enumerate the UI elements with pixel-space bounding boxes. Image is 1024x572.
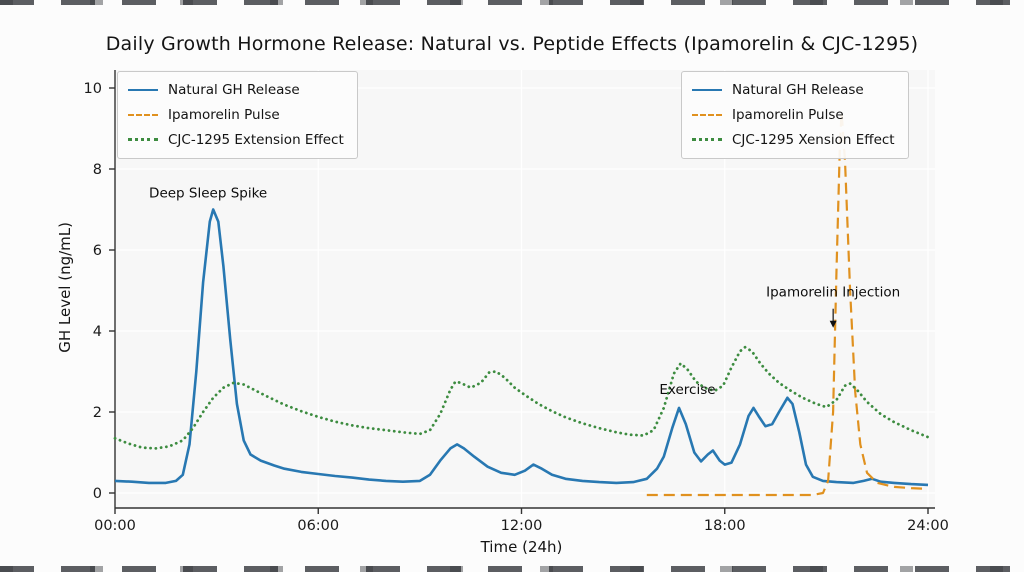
series-line-2 (113, 345, 930, 450)
x-tick-label: 24:00 (907, 518, 949, 534)
y-tick-label: 0 (93, 486, 102, 502)
x-tick-label: 18:00 (704, 518, 746, 534)
annotation-text: Deep Sleep Spike (149, 185, 267, 201)
legend-line-sample-ipamorelin (128, 113, 158, 116)
y-tick-label: 4 (93, 324, 102, 340)
legend-line-sample-cjc1295 (128, 138, 158, 141)
x-tick-label: 12:00 (501, 518, 543, 534)
legend-label: CJC-1295 Xension Effect (732, 131, 895, 148)
legend-item-cjc1295: CJC-1295 Extension Effect (128, 128, 344, 151)
y-tick-label: 2 (93, 405, 102, 421)
y-tick-label: 8 (93, 162, 102, 178)
top-edge-artifact (0, 0, 1024, 5)
series-line-1 (646, 111, 929, 497)
legend-label: Natural GH Release (732, 81, 864, 98)
bottom-edge-artifact (0, 566, 1024, 572)
annotation-text: Exercise (659, 382, 715, 398)
legend-label: Natural GH Release (168, 81, 300, 98)
chart-title: Daily Growth Hormone Release: Natural vs… (105, 33, 919, 55)
x-axis-label: Time (24h) (480, 538, 563, 556)
legend-line-sample-natural (128, 88, 158, 91)
y-axis-label: GH Level (ng/mL) (56, 222, 74, 353)
legend-item-natural: Natural GH Release (692, 78, 895, 101)
y-tick-label: 10 (84, 81, 102, 97)
annotation-text: Ipamorelin Injection (766, 285, 900, 301)
legend-line-sample-cjc1295 (692, 138, 722, 141)
legend-label: CJC-1295 Extension Effect (168, 131, 344, 148)
series-line-0 (114, 208, 929, 487)
legend-upper-left: Natural GH Release Ipamorelin Pulse CJC-… (117, 71, 358, 159)
y-tick-label: 6 (93, 243, 102, 259)
x-tick-label: 06:00 (297, 518, 339, 534)
legend-label: Ipamorelin Pulse (732, 106, 844, 123)
annotation-arrowhead (829, 320, 837, 328)
legend-item-ipamorelin: Ipamorelin Pulse (128, 103, 344, 126)
legend-label: Ipamorelin Pulse (168, 106, 280, 123)
legend-line-sample-natural (692, 88, 722, 91)
legend-upper-right: Natural GH Release Ipamorelin Pulse CJC-… (681, 71, 909, 159)
legend-item-ipamorelin: Ipamorelin Pulse (692, 103, 895, 126)
legend-line-sample-ipamorelin (692, 113, 722, 116)
legend-item-natural: Natural GH Release (128, 78, 344, 101)
legend-item-cjc1295: CJC-1295 Xension Effect (692, 128, 895, 151)
x-tick-label: 00:00 (94, 518, 136, 534)
